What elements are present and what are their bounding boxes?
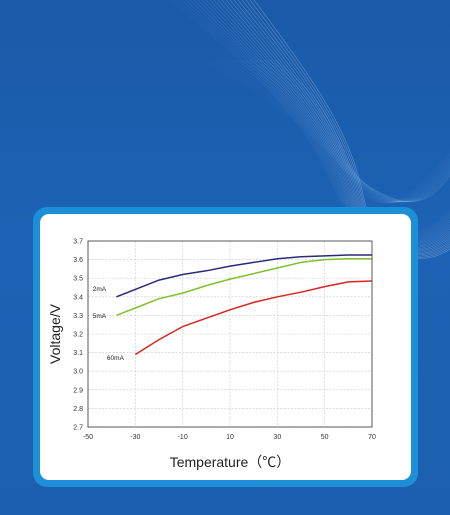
series-labels: 2mA 5mA 60mA xyxy=(93,286,125,362)
x-tick-label: 30 xyxy=(273,434,281,441)
background-wave-line xyxy=(209,59,450,203)
plot-area-border xyxy=(87,240,373,428)
y-tick-label: 3.1 xyxy=(73,350,83,357)
y-tick-labels: 2.7 2.8 2.9 3.0 3.1 3.2 3.3 3.4 3.5 3.6 3.7 xyxy=(73,239,83,432)
background-wave-line xyxy=(253,0,450,259)
background-wave-line xyxy=(254,59,450,202)
y-tick-label: 3.6 xyxy=(73,257,83,264)
y-axis-title: Voltage/V xyxy=(47,303,63,364)
x-tick-label: 10 xyxy=(226,434,234,441)
y-tick-label: 3.0 xyxy=(73,369,83,376)
series-lines xyxy=(116,254,373,356)
background-wave-line xyxy=(217,0,450,249)
y-tick-label: 2.9 xyxy=(73,387,83,394)
series-line-2mA xyxy=(116,254,372,298)
background-wave-line xyxy=(269,59,450,202)
series-label-5mA: 5mA xyxy=(93,313,107,320)
background-wave-line xyxy=(234,59,450,203)
background-wave-line xyxy=(274,59,450,202)
x-tick-label: 50 xyxy=(321,434,329,441)
background-wave-line xyxy=(245,0,450,257)
x-tick-labels: -50 -30 -10 10 30 50 70 xyxy=(83,434,376,441)
background-wave-line xyxy=(233,0,450,253)
y-tick-label: 2.7 xyxy=(73,425,83,432)
series-line-60mA xyxy=(134,280,373,356)
y-tick-label: 3.5 xyxy=(73,276,83,283)
x-axis-title: Temperature（℃） xyxy=(170,454,291,470)
background-wave-line xyxy=(249,59,450,202)
series-label-60mA: 60mA xyxy=(107,355,125,362)
background-wave-line xyxy=(199,59,450,204)
background-wave-line xyxy=(181,0,450,239)
background-wave-line xyxy=(229,59,450,203)
chart-card: -50 -30 -10 10 30 50 70 2.7 2.8 2.9 3.0 3.1 3.2 3.3 3… xyxy=(40,214,411,480)
grid-lines xyxy=(87,240,373,428)
x-tick-label: -10 xyxy=(178,434,188,441)
background-wave-line xyxy=(239,59,450,203)
background-wave-line xyxy=(221,0,450,250)
x-tick-label: -50 xyxy=(83,434,93,441)
series-label-2mA: 2mA xyxy=(93,286,107,293)
background-wave-line xyxy=(244,59,450,203)
x-tick-label: -30 xyxy=(130,434,140,441)
background-wave-line xyxy=(204,59,450,204)
background-wave-line xyxy=(229,0,450,252)
x-tick-label: 70 xyxy=(368,434,376,441)
background-wave-line xyxy=(225,0,450,251)
background-wave-line xyxy=(259,59,450,202)
voltage-temperature-chart: -50 -30 -10 10 30 50 70 2.7 2.8 2.9 3.0 3.1 3.2 3.3 3… xyxy=(47,239,376,471)
y-tick-label: 2.8 xyxy=(73,406,83,413)
background-wave-line xyxy=(219,59,450,203)
background-wave-line xyxy=(214,59,450,203)
background-wave-line xyxy=(224,59,450,203)
y-tick-label: 3.3 xyxy=(73,313,83,320)
background-wave-line xyxy=(249,0,450,258)
y-tick-label: 3.2 xyxy=(73,332,83,339)
background-wave-line xyxy=(264,59,450,202)
series-line-5mA xyxy=(116,257,372,317)
y-tick-label: 3.4 xyxy=(73,294,83,301)
background-wave-line xyxy=(193,0,450,242)
y-tick-label: 3.7 xyxy=(73,239,83,246)
